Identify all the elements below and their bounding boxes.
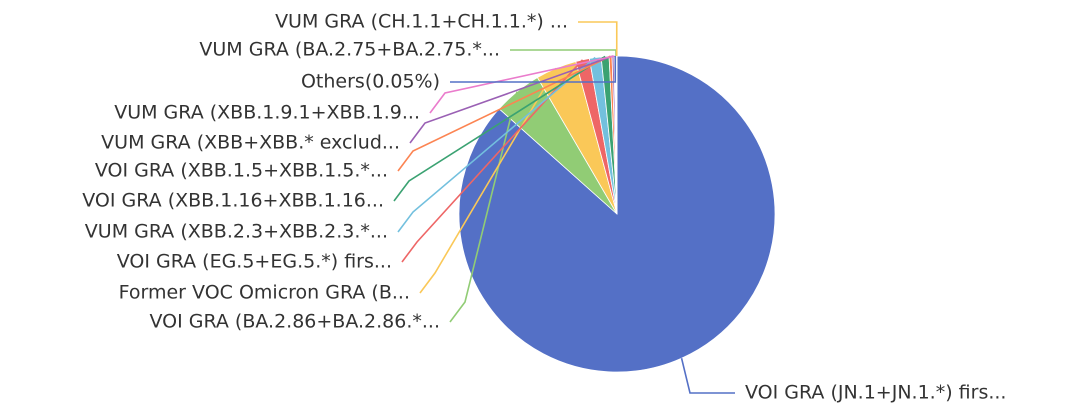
slice-label: VOI GRA (BA.2.86+BA.2.86.*... [149, 311, 440, 333]
leader-line [680, 358, 735, 394]
slice-label: VUM GRA (XBB.2.3+XBB.2.3.*... [85, 221, 388, 243]
leader-line [397, 56, 596, 233]
leader-line [401, 59, 584, 263]
slice-label: Others(0.05%) [301, 71, 440, 93]
slice-label: VOI GRA (XBB.1.16+XBB.1.16... [82, 190, 384, 212]
slice-label: VUM GRA (XBB.1.9.1+XBB.1.9... [114, 102, 420, 124]
leader-line [419, 67, 557, 294]
slice-label: VUM GRA (XBB+XBB.* exclud... [101, 132, 400, 154]
leader-line [429, 55, 615, 114]
slice-label: VOI GRA (EG.5+EG.5.*) firs... [117, 251, 392, 273]
leader-line [450, 56, 617, 83]
slice-label: VUM GRA (CH.1.1+CH.1.1.*) ... [275, 11, 568, 33]
leader-line [449, 91, 518, 323]
slice-label: VOI GRA (JN.1+JN.1.*) firs... [745, 382, 1006, 404]
leader-line [578, 21, 618, 57]
leader-line [397, 55, 611, 172]
slice-label: Former VOC Omicron GRA (B... [119, 282, 410, 304]
leader-line [510, 49, 617, 57]
slice-label: VUM GRA (BA.2.75+BA.2.75.*... [199, 39, 500, 61]
slice-label: VOI GRA (XBB.1.5+XBB.1.5.*... [95, 160, 388, 182]
leader-line [393, 55, 606, 202]
leader-line [409, 55, 614, 144]
